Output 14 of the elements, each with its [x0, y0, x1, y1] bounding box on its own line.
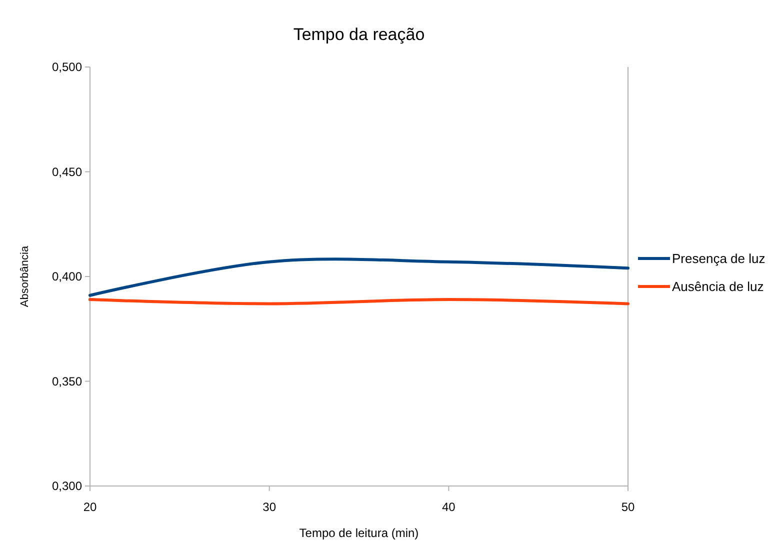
y-tick-label: 0,350: [52, 374, 82, 388]
x-tick-label: 40: [442, 500, 456, 514]
x-tick-label: 20: [83, 500, 97, 514]
y-axis-title: Absorbância: [19, 245, 31, 308]
y-tick-label: 0,300: [52, 479, 82, 494]
x-tick-label: 50: [621, 500, 635, 514]
y-tick-label: 0,500: [52, 60, 82, 74]
legend-label: Ausência de luz: [672, 279, 764, 294]
chart-title: Tempo da reação: [293, 25, 425, 44]
legend-label: Presença de luz: [672, 251, 766, 266]
y-tick-label: 0,450: [52, 164, 82, 179]
y-tick-label: 0,400: [52, 270, 82, 284]
x-axis-title: Tempo de leitura (min): [299, 526, 419, 540]
x-tick-label: 30: [262, 500, 276, 514]
